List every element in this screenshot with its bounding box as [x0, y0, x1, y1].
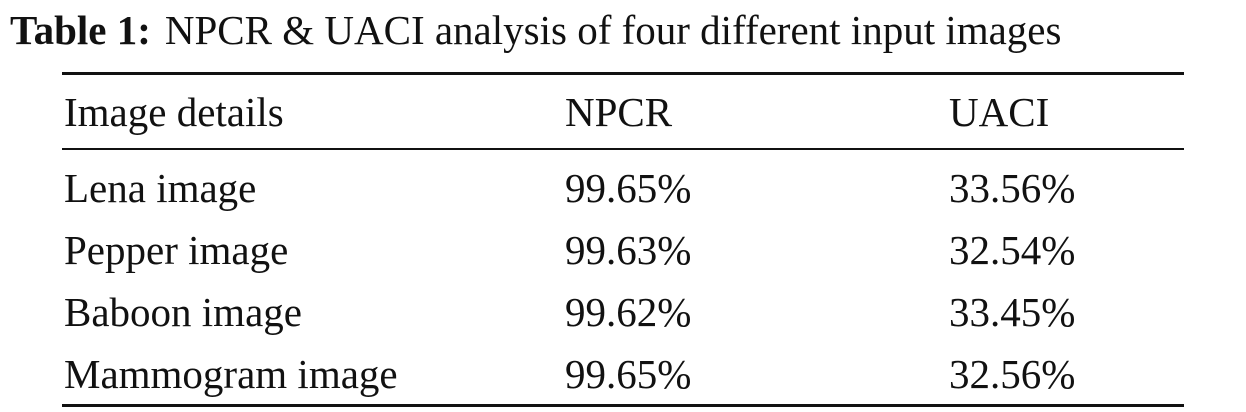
table-header-row: Image details NPCR UACI: [0, 82, 1246, 142]
column-header-image-details: Image details: [64, 89, 284, 135]
npcr-cell: 99.63%: [565, 227, 692, 273]
uaci-cell: 33.45%: [949, 289, 1076, 335]
uaci-cell: 32.54%: [949, 227, 1076, 273]
column-header-npcr: NPCR: [565, 89, 673, 135]
image-name-cell: Mammogram image: [64, 351, 398, 397]
npcr-cell: 99.65%: [565, 351, 692, 397]
table-row: Pepper image 99.63% 32.54%: [0, 220, 1246, 280]
column-header-uaci: UACI: [949, 89, 1050, 135]
npcr-cell: 99.62%: [565, 289, 692, 335]
table-row: Lena image 99.65% 33.56%: [0, 158, 1246, 218]
table-caption: Table 1: NPCR & UACI analysis of four dif…: [10, 4, 1061, 56]
uaci-cell: 33.56%: [949, 165, 1076, 211]
caption-text: NPCR & UACI analysis of four different i…: [164, 7, 1062, 53]
npcr-cell: 99.65%: [565, 165, 692, 211]
table-bottom-rule: [62, 404, 1184, 407]
table-row: Baboon image 99.62% 33.45%: [0, 282, 1246, 342]
image-name-cell: Pepper image: [64, 227, 289, 273]
image-name-cell: Lena image: [64, 165, 257, 211]
image-name-cell: Baboon image: [64, 289, 302, 335]
table-top-rule: [62, 72, 1184, 75]
table-header-rule: [62, 148, 1184, 150]
caption-label: Table 1:: [10, 7, 151, 53]
uaci-cell: 32.56%: [949, 351, 1076, 397]
table-row: Mammogram image 99.65% 32.56%: [0, 344, 1246, 404]
